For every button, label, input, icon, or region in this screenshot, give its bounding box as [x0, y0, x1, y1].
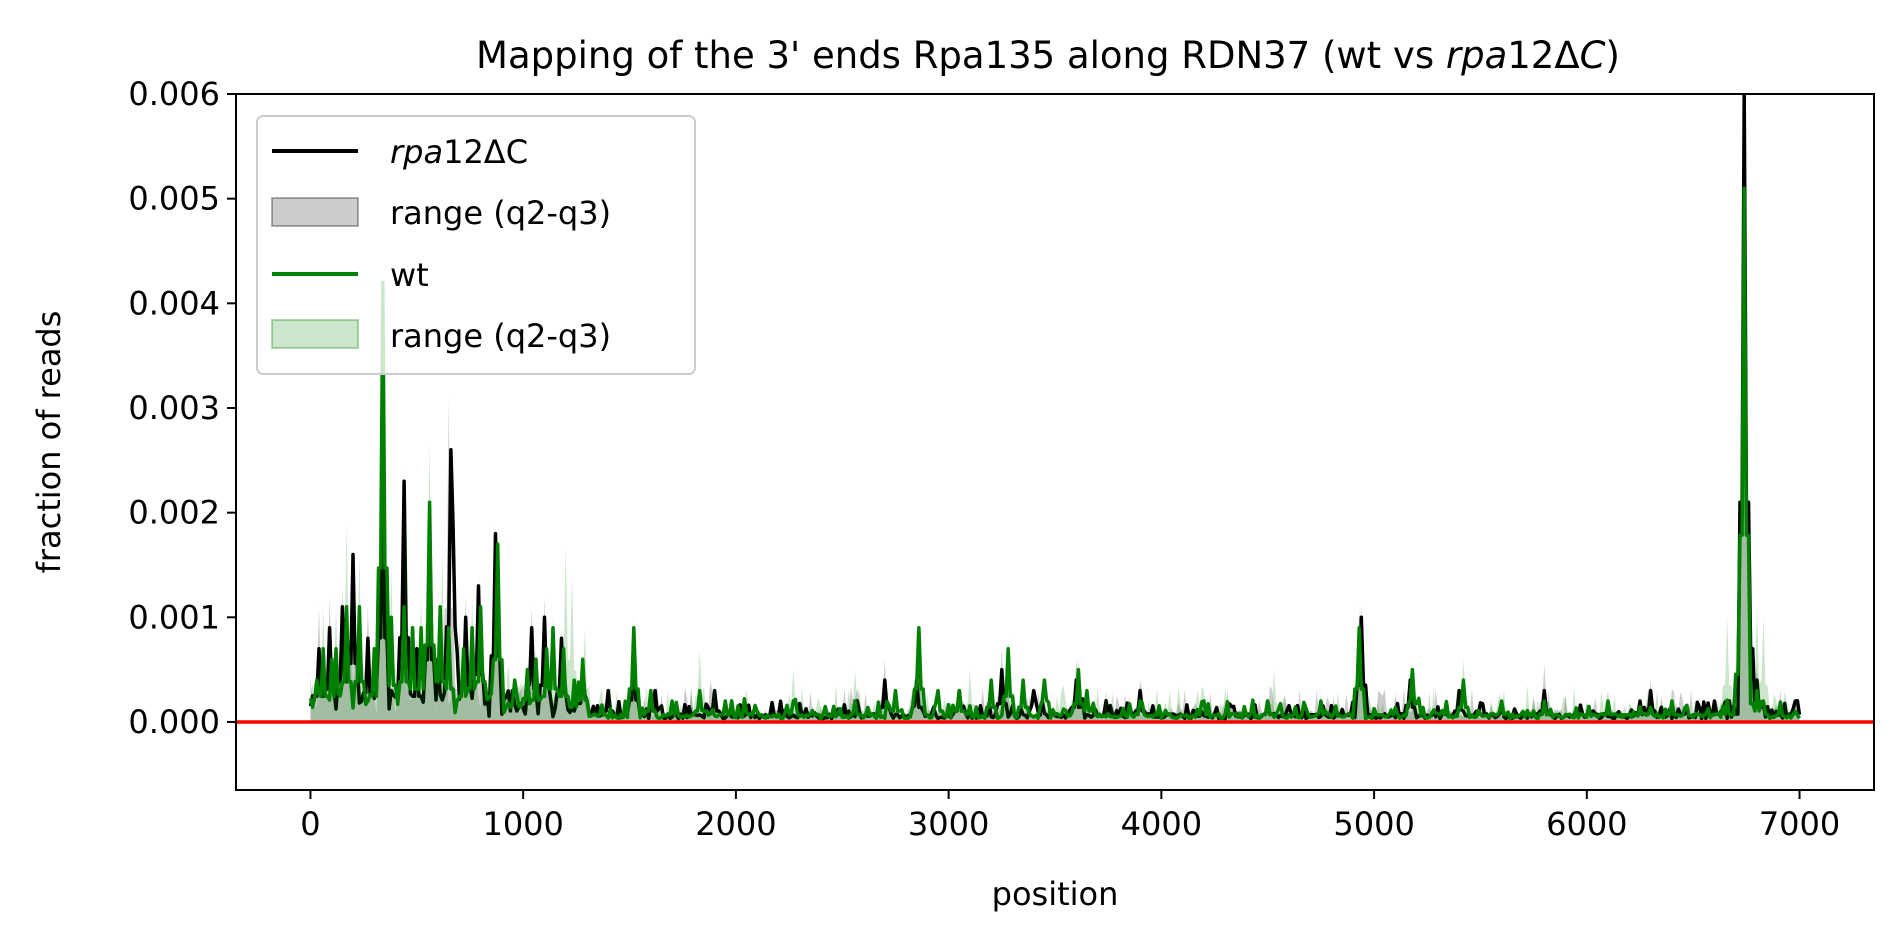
- axes: 0 1000 2000 3000 4000 5000 6000 7000 0.000 0.001 0…: [128, 75, 1875, 843]
- y-axis-label: fraction of reads: [30, 311, 68, 574]
- x-tick-label: 0: [300, 805, 320, 843]
- legend-rpa12-range-swatch: [271, 197, 359, 227]
- x-tick-label: 6000: [1546, 805, 1627, 843]
- series-line-wt: [308, 186, 1801, 721]
- y-tick-label: 0.005: [128, 180, 220, 218]
- x-axis-label: position: [992, 875, 1119, 913]
- x-tick-label: 2000: [695, 805, 776, 843]
- y-tick-label: 0.000: [128, 703, 220, 741]
- x-tick-label: 4000: [1121, 805, 1202, 843]
- legend-frame: [256, 115, 696, 375]
- x-tick-label: 3000: [908, 805, 989, 843]
- y-tick-label: 0.004: [128, 284, 220, 322]
- x-tick-label: 7000: [1759, 805, 1840, 843]
- y-tick-label: 0.006: [128, 75, 220, 113]
- axes-frame: [235, 93, 1875, 791]
- y-tick-label: 0.003: [128, 389, 220, 427]
- legend-wt-range-label: range (q2-q3): [390, 317, 611, 355]
- legend-wt-label: wt: [390, 256, 429, 294]
- y-tick-label: 0.001: [128, 598, 220, 636]
- legend-rpa12-label: rpa12ΔC: [390, 133, 528, 171]
- x-tick-label: 5000: [1333, 805, 1414, 843]
- legend-wt-range-swatch: [271, 319, 359, 349]
- legend-rpa12-range-label: range (q2-q3): [390, 194, 611, 232]
- plot-area: [236, 94, 1874, 724]
- series-range-band-wt: [310, 188, 1800, 722]
- chart-title: Mapping of the 3' ends Rpa135 along RDN3…: [476, 34, 1620, 77]
- x-tick-label: 1000: [482, 805, 563, 843]
- legend: rpa12ΔC range (q2-q3) wt range (q2-q3): [256, 115, 696, 375]
- y-tick-label: 0.002: [128, 494, 220, 532]
